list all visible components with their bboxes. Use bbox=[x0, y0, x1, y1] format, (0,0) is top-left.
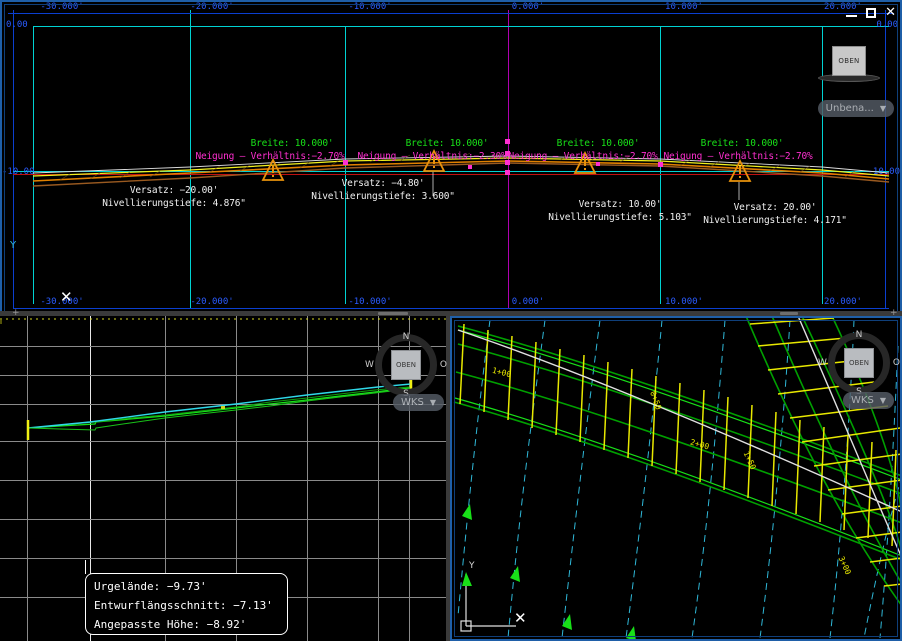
width-label-1: Breite: 10.000' bbox=[250, 138, 334, 149]
minimize-button[interactable] bbox=[846, 9, 858, 17]
slope-label-2: Neigung — Verhältnis:−2.30% bbox=[357, 151, 507, 162]
ucs-axis-y-label: Y bbox=[469, 561, 475, 571]
section-geometry bbox=[32, 139, 890, 200]
viewcube-face-top-profile[interactable]: OBEN bbox=[391, 350, 421, 380]
viewcube-ring-plan bbox=[828, 332, 890, 394]
compass-north: N bbox=[402, 332, 410, 342]
ruler-tick: 0.000' bbox=[511, 2, 545, 12]
ucs-selector-plan[interactable]: WKS ▼ bbox=[843, 392, 894, 409]
ucs-selector-label: Unbena... bbox=[825, 103, 874, 114]
horizontal-splitter[interactable] bbox=[0, 311, 902, 316]
profile-geometry bbox=[0, 318, 450, 440]
slope-label-4: Neigung — Verhältnis:−2.70% bbox=[663, 151, 813, 162]
section-left-elev-0: 0.00 bbox=[6, 20, 28, 30]
info-urgelaende: Urgelände: −9.73' bbox=[94, 580, 207, 593]
ruler-tick: 20.000' bbox=[824, 2, 862, 12]
viewcube-face-top[interactable]: OBEN bbox=[832, 46, 866, 76]
ruler-tick: -10.000' bbox=[348, 297, 392, 307]
viewcube-plan[interactable]: OBEN N S W O bbox=[818, 330, 900, 397]
ruler-tick: -10.000' bbox=[348, 2, 392, 12]
slope-label-1: Neigung — Verhältnis:−2.70% bbox=[195, 151, 345, 162]
ucs-selector-section[interactable]: Unbena... ▼ bbox=[817, 100, 894, 117]
chevron-down-icon-plan: ▼ bbox=[879, 396, 886, 405]
viewcube-ring bbox=[375, 334, 437, 396]
viewcube-profile[interactable]: OBEN N S W O bbox=[365, 332, 447, 399]
compass-east: O bbox=[439, 360, 447, 370]
offset-label-4: Versatz: 20.00' bbox=[733, 202, 817, 213]
depth-label-1: Nivellierungstiefe: 4.876" bbox=[102, 198, 246, 209]
vertical-splitter[interactable] bbox=[446, 316, 450, 641]
viewport-add-icon-right[interactable]: + bbox=[890, 308, 898, 318]
section-right-elev-0: 0.00 bbox=[876, 20, 898, 30]
section-right-elev-1: -10.00 bbox=[867, 167, 900, 177]
window-controls[interactable]: ✕ bbox=[846, 6, 896, 19]
ruler-tick: 20.000' bbox=[824, 297, 862, 307]
maximize-button[interactable] bbox=[866, 7, 877, 18]
elevation-info-box: Urgelände: −9.73' Entwurflängsschnitt: −… bbox=[85, 573, 288, 635]
ruler-tick: -20.000' bbox=[190, 297, 234, 307]
section-ruler-bottom: -30.000' -20.000' -10.000' 0.000' 10.000… bbox=[0, 297, 902, 311]
splitter-grip-2[interactable] bbox=[780, 312, 798, 315]
ucs-selector-label-profile: WKS bbox=[401, 397, 424, 408]
depth-label-4: Nivellierungstiefe: 4.171" bbox=[703, 215, 847, 226]
compass-west-plan: W bbox=[818, 358, 827, 368]
info-angepasste-hoehe: Angepasste Höhe: −8.92' bbox=[94, 618, 247, 631]
compass-west: W bbox=[365, 360, 374, 370]
section-left-elev-1: -10.00 bbox=[2, 167, 35, 177]
depth-label-2: Nivellierungstiefe: 3.600" bbox=[311, 191, 455, 202]
close-button[interactable]: ✕ bbox=[885, 5, 896, 20]
ruler-tick: -20.000' bbox=[190, 2, 234, 12]
ucs-selector-label-plan: WKS bbox=[851, 395, 874, 406]
viewcube-face-top-plan[interactable]: OBEN bbox=[844, 348, 874, 378]
ucs-origin-marker: ✕ bbox=[60, 288, 73, 306]
info-box-leader bbox=[85, 560, 86, 574]
section-viewport[interactable]: -30.000' -20.000' -10.000' 0.000' 10.000… bbox=[0, 0, 902, 316]
ruler-tick: -30.000' bbox=[40, 2, 84, 12]
chevron-down-icon: ▼ bbox=[879, 104, 886, 113]
compass-north-plan: N bbox=[855, 330, 863, 340]
viewport-add-icon[interactable]: + bbox=[12, 308, 20, 318]
ucs-axis-x-marker: ✕ bbox=[514, 609, 527, 627]
splitter-grip[interactable] bbox=[378, 312, 408, 315]
offset-label-3: Versatz: 10.00' bbox=[578, 199, 662, 210]
width-label-4: Breite: 10.000' bbox=[700, 138, 784, 149]
ruler-tick: -30.000' bbox=[40, 297, 84, 307]
offset-label-2: Versatz: −4.80' bbox=[341, 178, 425, 189]
viewcube-base bbox=[818, 74, 880, 82]
width-label-2: Breite: 10.000' bbox=[405, 138, 489, 149]
viewcube-section[interactable]: OBEN bbox=[812, 34, 884, 96]
y-axis-label: Y bbox=[10, 240, 17, 251]
width-label-3: Breite: 10.000' bbox=[556, 138, 640, 149]
ruler-tick: 10.000' bbox=[665, 2, 703, 12]
section-ruler-top: -30.000' -20.000' -10.000' 0.000' 10.000… bbox=[0, 2, 902, 16]
info-entwurflaengsschnitt: Entwurflängsschnitt: −7.13' bbox=[94, 599, 273, 612]
ruler-tick: 0.000' bbox=[511, 297, 545, 307]
ruler-tick: 10.000' bbox=[665, 297, 703, 307]
offset-label-1: Versatz: −20.00' bbox=[129, 185, 219, 196]
plan-viewport[interactable]: 1+00 0+50 2+00 1+50 3+00 Y ✕ OBEN N S W … bbox=[450, 316, 902, 641]
depth-label-3: Nivellierungstiefe: 5.103" bbox=[548, 212, 692, 223]
chevron-down-icon-profile: ▼ bbox=[429, 398, 436, 407]
slope-label-3: Neigung — Verhältnis:−2.70% bbox=[508, 151, 658, 162]
compass-east-plan: O bbox=[892, 358, 900, 368]
ucs-selector-profile[interactable]: WKS ▼ bbox=[393, 394, 444, 411]
